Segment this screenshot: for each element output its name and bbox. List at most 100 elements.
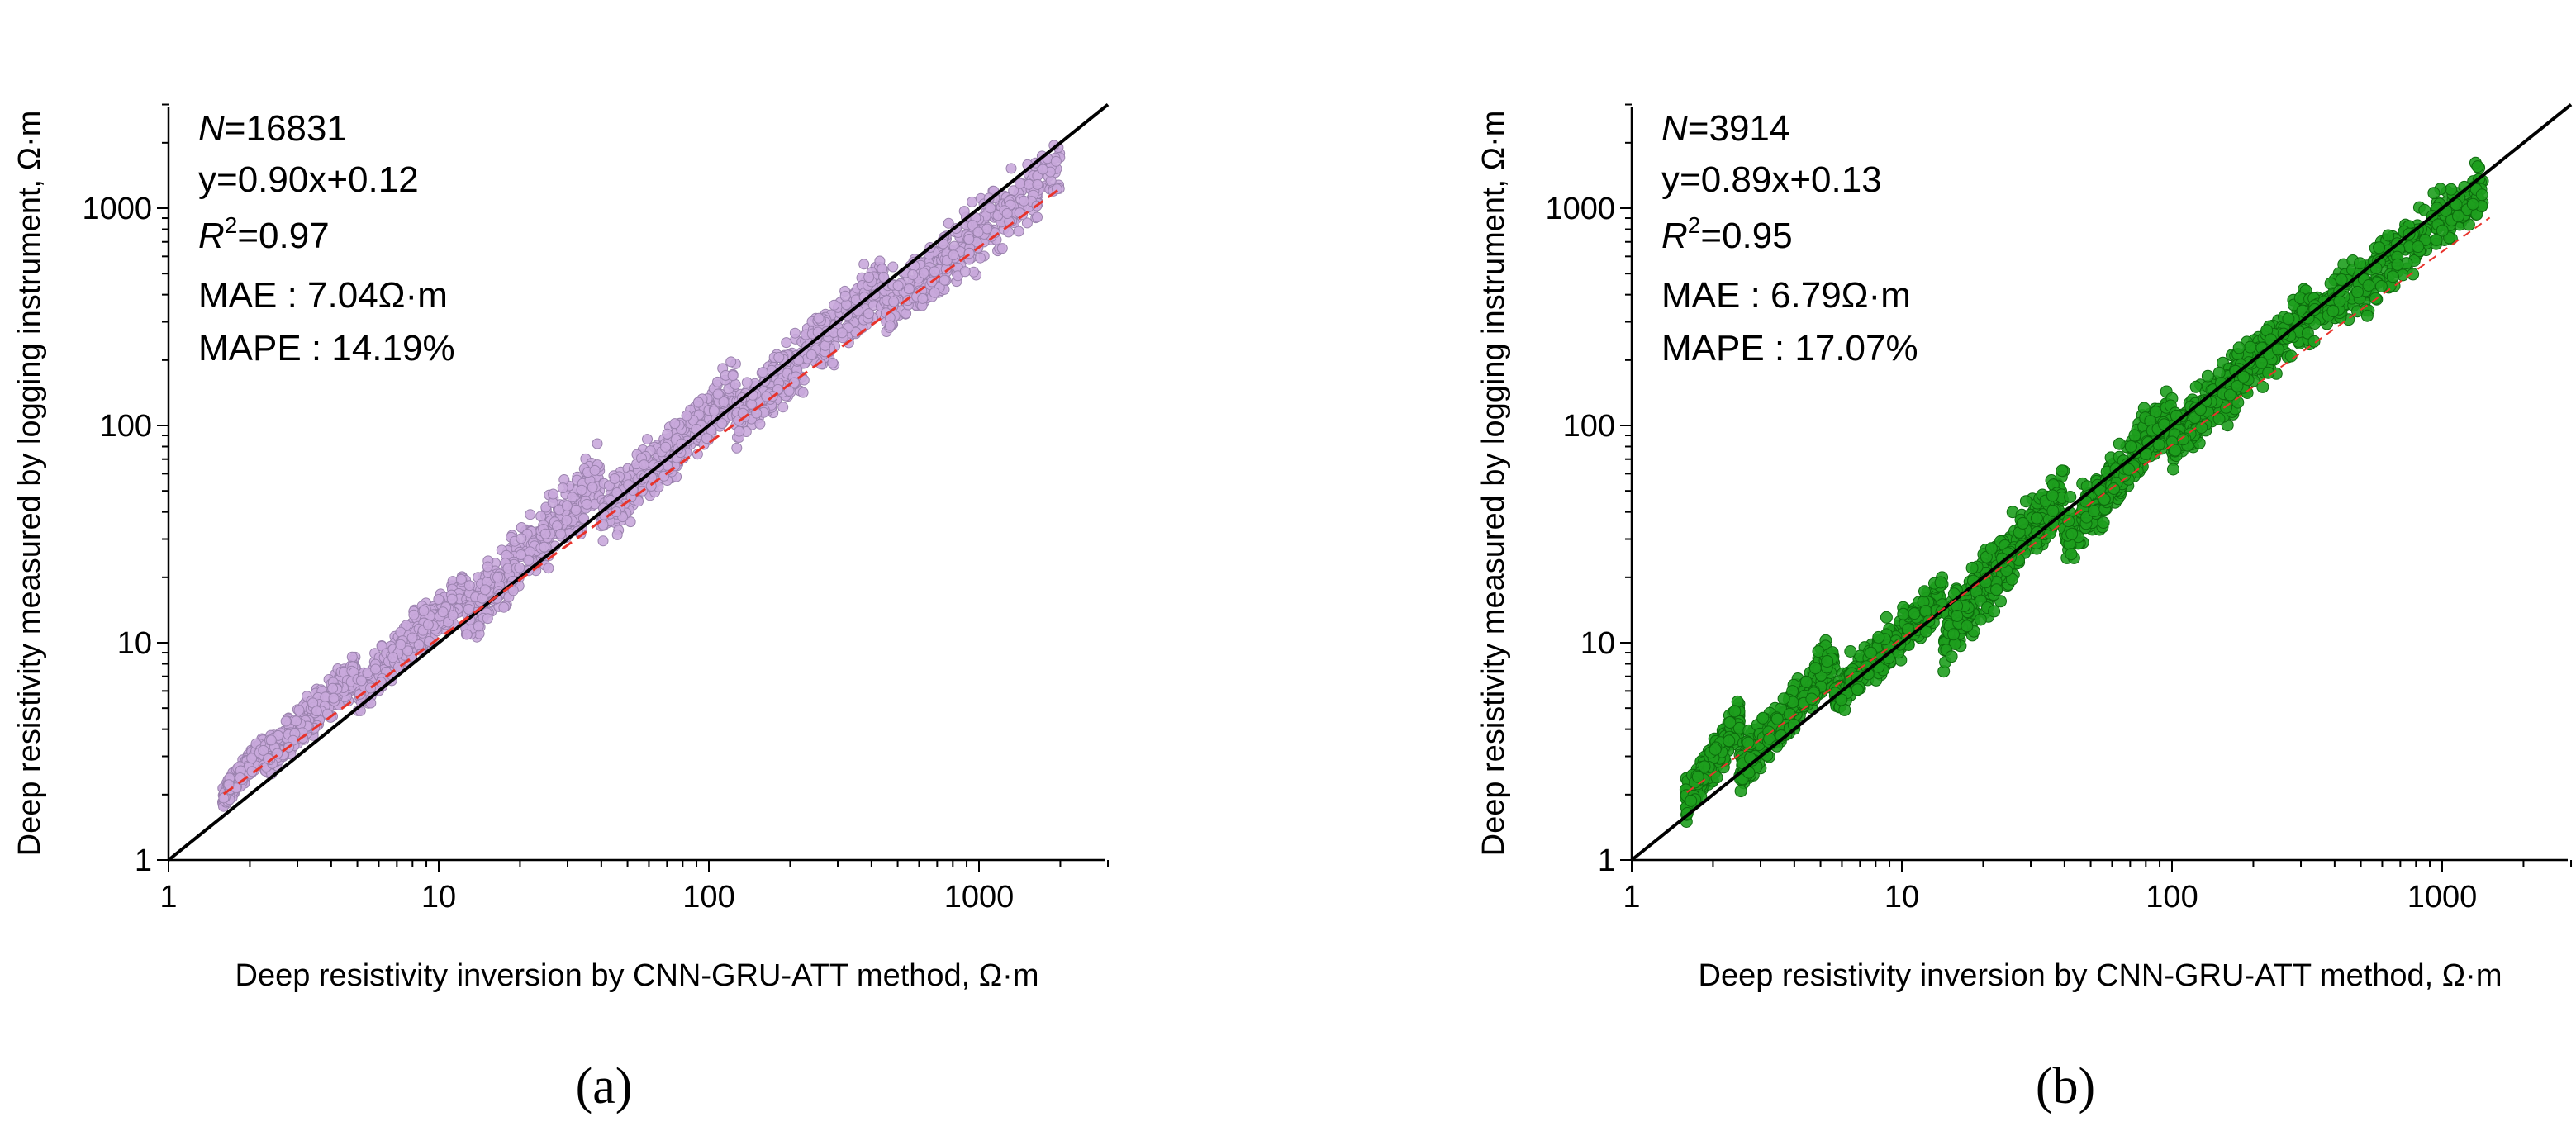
scatter-point bbox=[1777, 692, 1790, 706]
scatter-point bbox=[773, 352, 785, 363]
scatter-point bbox=[725, 356, 737, 368]
scatter-point bbox=[516, 533, 527, 544]
scatter-point bbox=[463, 580, 475, 592]
scatter-point bbox=[293, 705, 305, 716]
scatter-point bbox=[1709, 743, 1722, 756]
scatter-point bbox=[642, 434, 653, 445]
scatter-point bbox=[1844, 645, 1857, 658]
scatter-point bbox=[1013, 226, 1024, 237]
scatter-point bbox=[863, 272, 875, 283]
panel-a-ytick-label: 1 bbox=[135, 843, 152, 878]
scatter-point bbox=[2128, 429, 2141, 442]
scatter-point bbox=[716, 418, 728, 429]
scatter-point bbox=[1821, 655, 1834, 668]
scatter-point bbox=[2065, 548, 2078, 561]
scatter-point bbox=[806, 349, 817, 360]
scatter-point bbox=[2046, 504, 2060, 517]
scatter-point bbox=[479, 584, 491, 596]
scatter-point bbox=[967, 196, 978, 207]
scatter-point bbox=[246, 753, 258, 764]
scatter-point bbox=[463, 603, 474, 615]
scatter-point bbox=[2098, 492, 2111, 506]
scatter-point bbox=[291, 715, 302, 727]
panel-a-label: (a) bbox=[576, 1058, 633, 1114]
scatter-point bbox=[2065, 527, 2079, 540]
scatter-point bbox=[1838, 703, 1851, 716]
panel-a-x-axis-label: Deep resistivity inversion by CNN-GRU-AT… bbox=[235, 958, 1039, 993]
scatter-point bbox=[1851, 683, 1864, 696]
scatter-point bbox=[692, 397, 704, 408]
scatter-point bbox=[523, 554, 535, 566]
scatter-point bbox=[836, 327, 848, 339]
scatter-point bbox=[731, 442, 743, 454]
scatter-point bbox=[1947, 628, 1961, 641]
scatter-point bbox=[1872, 630, 1885, 644]
scatter-point bbox=[218, 792, 230, 804]
panel-a-ytick-label: 10 bbox=[117, 626, 152, 661]
scatter-point bbox=[447, 610, 459, 621]
scatter-point bbox=[887, 261, 899, 273]
scatter-point bbox=[1032, 178, 1043, 190]
scatter-point bbox=[1001, 208, 1013, 219]
panel-b: 1 10 100 1000 1 10 100 1000 Deep resisti… bbox=[1476, 102, 2573, 1114]
scatter-point bbox=[1005, 163, 1017, 174]
scatter-point bbox=[1984, 542, 1998, 555]
scatter-point bbox=[669, 418, 681, 430]
scatter-point bbox=[498, 601, 510, 613]
panel-a-xtick-label: 100 bbox=[682, 880, 734, 915]
scatter-point bbox=[1734, 785, 1747, 798]
scatter-point bbox=[1805, 692, 1818, 706]
scatter-point bbox=[1965, 561, 1979, 574]
scatter-point bbox=[1742, 736, 1755, 749]
scatter-point bbox=[387, 652, 399, 663]
panel-a-mae-stat: MAE : 7.04Ω·m bbox=[198, 275, 448, 316]
scatter-point bbox=[1880, 611, 1893, 624]
scatter-point bbox=[2113, 437, 2126, 450]
scatter-point bbox=[829, 299, 840, 311]
scatter-point bbox=[1908, 607, 1921, 620]
scatter-point bbox=[561, 500, 573, 511]
scatter-point bbox=[2088, 505, 2101, 518]
scatter-point bbox=[2167, 463, 2179, 476]
scatter-point bbox=[1945, 650, 1958, 663]
scatter-point bbox=[858, 259, 870, 270]
scatter-point bbox=[746, 398, 758, 410]
scatter-point bbox=[535, 511, 547, 522]
scatter-point bbox=[985, 202, 996, 214]
scatter-point bbox=[2201, 369, 2214, 383]
scatter-point bbox=[280, 715, 292, 727]
scatter-point bbox=[972, 226, 984, 238]
scatter-point bbox=[2212, 366, 2226, 379]
scatter-point bbox=[2016, 516, 2029, 530]
scatter-point bbox=[1685, 794, 1698, 807]
panel-a-mape-stat: MAPE : 14.19% bbox=[198, 328, 455, 368]
panel-a-ytick-label: 1000 bbox=[82, 192, 152, 226]
scatter-point bbox=[609, 473, 620, 484]
panel-a-equation: y=0.90x+0.12 bbox=[198, 159, 419, 200]
scatter-point bbox=[370, 663, 382, 675]
scatter-point bbox=[918, 268, 929, 279]
scatter-point bbox=[959, 266, 971, 278]
scatter-point bbox=[712, 388, 724, 400]
scatter-point bbox=[827, 357, 839, 368]
scatter-point bbox=[1770, 712, 1784, 725]
panel-a-n-stat: N=16831 bbox=[198, 108, 347, 149]
scatter-point bbox=[395, 639, 406, 650]
scatter-point bbox=[1723, 734, 1736, 748]
panel-a-xtick-label: 10 bbox=[421, 880, 456, 915]
scatter-point bbox=[408, 609, 420, 620]
scatter-point bbox=[582, 498, 592, 510]
scatter-point bbox=[461, 629, 473, 640]
scatter-point bbox=[2062, 515, 2075, 528]
scatter-point bbox=[589, 464, 601, 476]
scatter-point bbox=[1032, 211, 1043, 223]
scatter-point bbox=[981, 223, 993, 235]
scatter-point bbox=[2064, 491, 2077, 503]
scatter-point bbox=[2046, 489, 2059, 502]
panel-b-scatter-points bbox=[1679, 156, 2489, 828]
scatter-point bbox=[758, 367, 768, 378]
panel-a-r2-stat: R2=0.97 bbox=[198, 212, 330, 256]
scatter-point bbox=[948, 249, 959, 261]
scatter-point bbox=[597, 535, 609, 547]
scatter-point bbox=[433, 594, 444, 605]
